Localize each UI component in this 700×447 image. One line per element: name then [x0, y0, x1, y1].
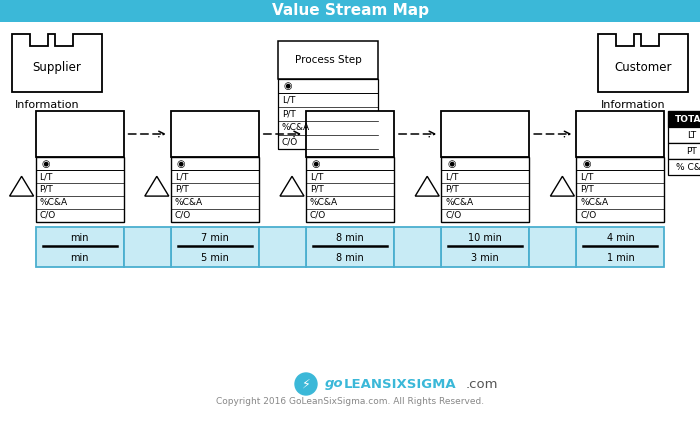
Text: Customer: Customer	[615, 61, 672, 74]
Text: % C&A: % C&A	[676, 163, 700, 172]
Bar	[171, 111, 259, 157]
Text: ◉: ◉	[284, 81, 293, 91]
Polygon shape	[550, 176, 575, 196]
Text: C/O: C/O	[580, 211, 596, 220]
Text: P/T: P/T	[445, 185, 459, 194]
Text: 10 min: 10 min	[468, 233, 502, 243]
Text: min: min	[70, 253, 89, 263]
Bar	[576, 157, 664, 222]
Text: min: min	[70, 233, 89, 243]
Bar	[278, 79, 378, 149]
Bar	[36, 111, 124, 157]
Text: ◉: ◉	[447, 159, 456, 169]
Bar	[529, 227, 576, 267]
Polygon shape	[415, 176, 439, 196]
Bar	[259, 227, 306, 267]
Bar	[306, 157, 394, 222]
Text: L/T: L/T	[580, 172, 594, 181]
Text: 8 min: 8 min	[336, 233, 364, 243]
Text: ◉: ◉	[312, 159, 321, 169]
Bar	[441, 111, 529, 157]
Bar	[668, 127, 700, 143]
Bar	[171, 227, 259, 267]
Bar	[124, 227, 171, 267]
Bar	[441, 157, 529, 222]
Polygon shape	[280, 176, 304, 196]
Bar	[306, 227, 394, 267]
Text: ⚡: ⚡	[302, 378, 310, 391]
Text: Copyright 2016 GoLeanSixSigma.com. All Rights Reserved.: Copyright 2016 GoLeanSixSigma.com. All R…	[216, 397, 484, 406]
Text: 7 min: 7 min	[201, 233, 229, 243]
Text: Value Stream Map: Value Stream Map	[272, 4, 428, 18]
Bar	[171, 157, 259, 222]
Text: Information: Information	[601, 100, 666, 110]
Bar	[668, 159, 700, 175]
Polygon shape	[598, 34, 688, 92]
Text: P/T: P/T	[310, 185, 323, 194]
Text: C/O: C/O	[40, 211, 56, 220]
Text: 1 min: 1 min	[606, 253, 634, 263]
Text: %C&A: %C&A	[40, 198, 68, 207]
Text: LEANSIXSIGMA: LEANSIXSIGMA	[344, 378, 456, 391]
Text: %C&A: %C&A	[580, 198, 608, 207]
Polygon shape	[10, 176, 34, 196]
Text: .com: .com	[466, 378, 498, 391]
Bar	[576, 111, 664, 157]
Bar	[441, 227, 529, 267]
Text: P/T: P/T	[175, 185, 188, 194]
Text: %C&A: %C&A	[445, 198, 473, 207]
Text: C/O: C/O	[175, 211, 191, 220]
Text: P/T: P/T	[40, 185, 53, 194]
Bar	[0, 0, 700, 22]
Bar	[36, 157, 124, 222]
Text: %C&A: %C&A	[282, 123, 310, 132]
Text: P/T: P/T	[282, 110, 295, 118]
Text: %C&A: %C&A	[175, 198, 203, 207]
Text: TOTAL: TOTAL	[676, 114, 700, 123]
Text: Process Step: Process Step	[295, 55, 361, 65]
Bar	[36, 227, 124, 267]
Circle shape	[295, 373, 317, 395]
Text: %C&A: %C&A	[310, 198, 338, 207]
Text: L/T: L/T	[310, 172, 323, 181]
Text: ◉: ◉	[41, 159, 50, 169]
Text: L/T: L/T	[445, 172, 458, 181]
Text: PT: PT	[686, 147, 696, 156]
Text: C/O: C/O	[310, 211, 326, 220]
Text: 8 min: 8 min	[336, 253, 364, 263]
Text: 3 min: 3 min	[471, 253, 499, 263]
Polygon shape	[12, 34, 102, 92]
Text: L/T: L/T	[175, 172, 188, 181]
Text: ◉: ◉	[177, 159, 186, 169]
Bar	[306, 111, 394, 157]
Bar	[394, 227, 441, 267]
Bar	[278, 41, 378, 79]
Text: Information: Information	[15, 100, 80, 110]
Bar	[668, 111, 700, 127]
Text: P/T: P/T	[580, 185, 594, 194]
Text: Supplier: Supplier	[33, 61, 81, 74]
Polygon shape	[145, 176, 169, 196]
Bar	[576, 227, 664, 267]
Bar	[668, 143, 700, 159]
Text: C/O: C/O	[282, 138, 298, 147]
Text: 4 min: 4 min	[606, 233, 634, 243]
Text: go: go	[325, 378, 344, 391]
Text: C/O: C/O	[445, 211, 461, 220]
Text: L/T: L/T	[40, 172, 53, 181]
Text: ◉: ◉	[582, 159, 591, 169]
Text: L/T: L/T	[282, 96, 295, 105]
Text: 5 min: 5 min	[201, 253, 229, 263]
Text: LT: LT	[687, 131, 696, 139]
